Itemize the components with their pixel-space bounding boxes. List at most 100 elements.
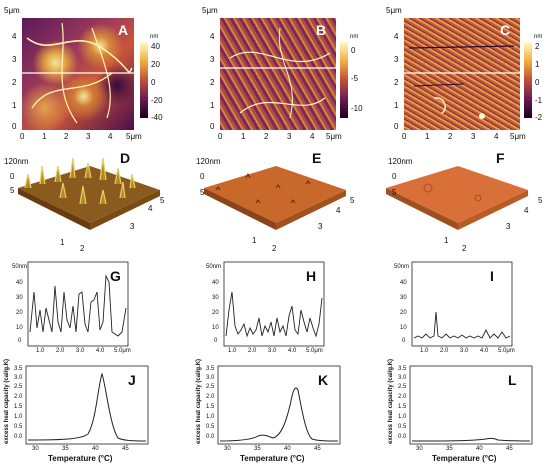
profile-i-ytick: 20 xyxy=(400,310,407,316)
dsc-l-ytick: 1.5 xyxy=(398,404,407,410)
dsc-l-xlabel: Temperature (°C) xyxy=(432,454,497,463)
dsc-k-ytick: 3.0 xyxy=(206,375,215,381)
afm-c-top-label: 5μm xyxy=(386,6,402,15)
surface-e-tick: 4 xyxy=(336,206,341,215)
profile-h-ytick: 0 xyxy=(214,338,218,344)
afm-b-xtick: 5μm xyxy=(326,132,342,141)
dsc-k-xtick: 40 xyxy=(284,446,291,452)
surface-d-tick: 5 xyxy=(160,196,165,205)
surface-e-tick: 2 xyxy=(272,244,277,253)
dsc-k-ytick: 3.5 xyxy=(206,366,215,372)
dsc-l-xtick: 40 xyxy=(476,446,483,452)
dsc-j-xtick: 35 xyxy=(62,446,69,452)
afm-b-ytick: 3 xyxy=(210,55,215,64)
afm-c-ytick: 1 xyxy=(394,101,399,110)
panel-label-a: A xyxy=(118,22,129,38)
dsc-k-ytick: 1.5 xyxy=(206,404,215,410)
colorbar-b-tick: -5 xyxy=(351,74,359,83)
afm-b-xtick: 2 xyxy=(264,132,269,141)
colorbar-c-tick: 1 xyxy=(535,60,540,69)
colorbar-a-tick: 40 xyxy=(151,42,160,51)
dsc-k-ytick: 2.5 xyxy=(206,384,215,390)
panel-label-k: K xyxy=(318,372,329,388)
afm-a-ytick: 3 xyxy=(12,55,17,64)
profile-h-ytick: 20 xyxy=(212,310,219,316)
profile-h-xtick: 2.0 xyxy=(248,348,257,354)
surface-f-tick: 5 xyxy=(538,196,543,205)
profile-g-xtick: 3.0 xyxy=(76,348,85,354)
surface-f-z-label: 120nm xyxy=(388,157,413,166)
colorbar-a xyxy=(140,42,148,118)
colorbar-a-tick: -20 xyxy=(151,96,163,105)
colorbar-c-tick: -1 xyxy=(535,96,543,105)
colorbar-a-tick: -40 xyxy=(151,113,163,122)
profile-plot-h xyxy=(223,261,325,347)
afm-b-xtick: 0 xyxy=(218,132,223,141)
colorbar-a-tick: 0 xyxy=(151,78,156,87)
afm-b-ytick: 2 xyxy=(210,78,215,87)
afm-c-ytick: 4 xyxy=(394,32,399,41)
profile-i-ytick: 0 xyxy=(402,338,406,344)
surface-f-tick: 2 xyxy=(462,244,467,253)
surface-3d-f xyxy=(386,166,528,230)
dsc-k-ytick: 0.0 xyxy=(206,434,215,440)
surface-f-tick: 0 xyxy=(392,172,397,181)
panel-label-l: L xyxy=(508,372,517,388)
surface-3d-d xyxy=(18,157,160,230)
dsc-j-ylabel: excess heat capacity (cal/g.K) xyxy=(4,358,10,444)
profile-h-xtick: 4.0 xyxy=(288,348,297,354)
surface-f-tick: 3 xyxy=(506,222,511,231)
dsc-j-ytick: 3.5 xyxy=(14,366,23,372)
colorbar-b-tick: 0 xyxy=(351,46,356,55)
dsc-j-xlabel: Temperature (°C) xyxy=(48,454,113,463)
profile-g-ytick: 40 xyxy=(16,280,23,286)
surface-3d-e xyxy=(204,166,346,230)
dsc-k-ytick: 2.0 xyxy=(206,394,215,400)
afm-c-features xyxy=(404,45,520,119)
profile-g-ytick: 30 xyxy=(16,295,23,301)
colorbar-c-tick: 2 xyxy=(535,42,540,51)
afm-a-xtick: 1 xyxy=(42,132,47,141)
dsc-k-xtick: 45 xyxy=(314,446,321,452)
profile-g-xtick: 2.0 xyxy=(56,348,65,354)
panel-label-j: J xyxy=(128,372,136,388)
dsc-k-xlabel: Temperature (°C) xyxy=(240,454,305,463)
afm-b-ytick: 0 xyxy=(210,122,215,131)
surface-f-tick: 4 xyxy=(524,206,529,215)
colorbar-c-tick: 0 xyxy=(535,78,540,87)
dsc-j-ytick: 1.5 xyxy=(14,404,23,410)
surface-e-tick: 0 xyxy=(200,172,205,181)
afm-a-ytick: 4 xyxy=(12,32,17,41)
afm-c-xtick: 1 xyxy=(425,132,430,141)
profile-i-xtick: 5.0μm xyxy=(498,348,515,354)
afm-b-ytick: 1 xyxy=(210,101,215,110)
dsc-l-ytick: 3.5 xyxy=(398,366,407,372)
surface-d-tick: 0 xyxy=(10,172,15,181)
profile-i-xtick: 1.0 xyxy=(420,348,429,354)
dsc-j-ytick: 3.0 xyxy=(14,375,23,381)
surface-d-tick: 1 xyxy=(60,238,65,247)
profile-h-ytick: 40 xyxy=(212,280,219,286)
panel-label-b: B xyxy=(316,22,327,38)
afm-a-xtick: 5μm xyxy=(126,132,142,141)
profile-g-xtick: 5.0μm xyxy=(114,348,131,354)
dsc-l-xtick: 35 xyxy=(446,446,453,452)
profile-h-ytick: 30 xyxy=(212,295,219,301)
dsc-l-ytick: 2.0 xyxy=(398,394,407,400)
profile-plot-g xyxy=(27,261,129,347)
afm-b-fibers xyxy=(220,27,336,119)
dsc-j-ytick: 0.0 xyxy=(14,434,23,440)
afm-c-ytick: 3 xyxy=(394,55,399,64)
profile-g-ytick: 0 xyxy=(18,338,22,344)
surface-f-tick: 5 xyxy=(392,188,397,197)
dsc-l-ytick: 0.0 xyxy=(398,434,407,440)
afm-a-fibers xyxy=(22,22,134,124)
afm-c-xtick: 4 xyxy=(494,132,499,141)
afm-b-xtick: 4 xyxy=(310,132,315,141)
colorbar-b xyxy=(340,42,348,118)
profile-i-ytick: 40 xyxy=(400,280,407,286)
dsc-l-ytick: 3.0 xyxy=(398,375,407,381)
dsc-k-ytick: 1.0 xyxy=(206,414,215,420)
profile-i-ytick: 30 xyxy=(400,295,407,301)
afm-c-xtick: 5μm xyxy=(510,132,526,141)
